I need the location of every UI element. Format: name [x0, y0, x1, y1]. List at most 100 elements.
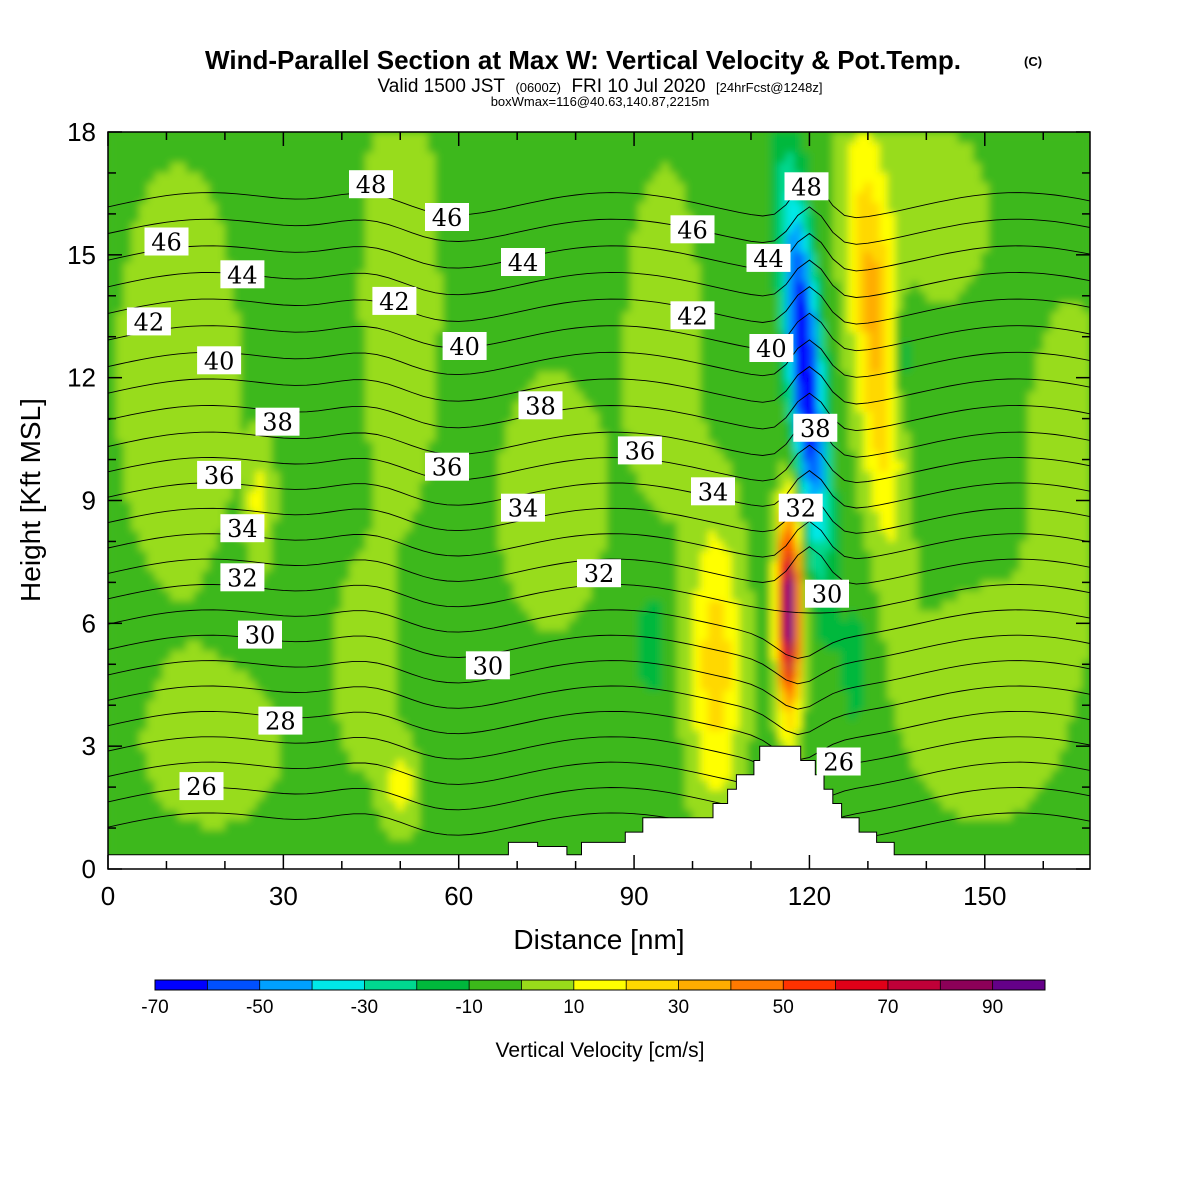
velocity-cell	[622, 610, 631, 621]
velocity-cell	[123, 361, 133, 372]
velocity-cell	[599, 729, 608, 741]
velocity-cell	[466, 440, 476, 452]
velocity-cell	[334, 709, 343, 721]
velocity-cell	[599, 639, 608, 651]
velocity-cell	[256, 221, 265, 233]
velocity-cell	[380, 211, 390, 223]
velocity-cell	[334, 659, 343, 671]
velocity-cell	[474, 171, 483, 183]
velocity-cell	[185, 430, 195, 442]
velocity-cell	[591, 809, 600, 820]
velocity-cell	[505, 759, 515, 771]
velocity-cell	[139, 241, 148, 253]
velocity-cell	[419, 729, 429, 741]
velocity-cell	[458, 839, 468, 850]
velocity-cell	[302, 809, 312, 820]
velocity-cell	[279, 550, 289, 562]
velocity-cell	[357, 610, 366, 621]
velocity-cell	[193, 311, 203, 323]
velocity-cell	[411, 371, 421, 382]
velocity-cell	[123, 739, 133, 751]
velocity-cell	[380, 460, 390, 472]
velocity-cell	[146, 789, 156, 801]
velocity-cell	[341, 241, 351, 253]
velocity-cell	[108, 132, 117, 143]
velocity-cell	[560, 829, 569, 840]
velocity-cell	[404, 620, 413, 631]
velocity-cell	[450, 839, 460, 850]
velocity-cell	[162, 361, 172, 372]
velocity-cell	[466, 420, 476, 432]
velocity-cell	[224, 769, 234, 781]
velocity-cell	[146, 390, 156, 402]
velocity-cell	[224, 789, 234, 801]
velocity-cell	[162, 560, 172, 572]
velocity-cell	[528, 520, 538, 532]
velocity-cell	[443, 301, 452, 313]
velocity-cell	[271, 390, 281, 402]
velocity-cell	[279, 679, 289, 691]
velocity-cell	[458, 500, 468, 512]
velocity-cell	[372, 540, 382, 552]
velocity-cell	[217, 400, 226, 412]
velocity-cell	[349, 530, 359, 542]
velocity-cell	[536, 679, 546, 691]
velocity-cell	[240, 500, 250, 512]
velocity-cell	[365, 211, 374, 223]
velocity-cell	[560, 669, 569, 681]
velocity-cell	[295, 759, 304, 771]
velocity-cell	[606, 171, 616, 183]
velocity-cell	[334, 341, 343, 352]
velocity-cell	[419, 480, 429, 492]
velocity-cell	[302, 789, 312, 801]
velocity-cell	[497, 231, 507, 243]
velocity-cell	[474, 789, 483, 801]
velocity-cell	[162, 530, 172, 542]
velocity-cell	[295, 799, 304, 811]
velocity-cell	[372, 819, 382, 830]
velocity-cell	[357, 620, 366, 631]
velocity-cell	[271, 729, 281, 741]
velocity-cell	[599, 400, 608, 412]
velocity-cell	[528, 221, 538, 233]
velocity-cell	[131, 271, 140, 283]
velocity-cell	[146, 769, 156, 781]
velocity-cell	[591, 171, 600, 183]
velocity-cell	[567, 669, 577, 681]
velocity-cell	[326, 271, 335, 283]
velocity-cell	[544, 729, 554, 741]
velocity-cell	[334, 669, 343, 681]
velocity-cell	[489, 679, 499, 691]
velocity-cell	[372, 749, 382, 761]
velocity-cell	[404, 560, 413, 572]
velocity-cell	[185, 311, 195, 323]
velocity-cell	[193, 301, 203, 313]
velocity-cell	[365, 341, 374, 352]
velocity-cell	[489, 400, 499, 412]
velocity-cell	[513, 161, 522, 173]
velocity-cell	[217, 171, 226, 183]
velocity-cell	[521, 420, 530, 432]
velocity-cell	[575, 689, 585, 701]
velocity-cell	[310, 380, 320, 392]
velocity-cell	[560, 400, 569, 412]
velocity-cell	[466, 291, 476, 303]
velocity-cell	[287, 789, 296, 801]
velocity-cell	[497, 371, 507, 382]
velocity-cell	[497, 689, 507, 701]
velocity-cell	[489, 759, 499, 771]
velocity-cell	[334, 520, 343, 532]
velocity-cell	[287, 141, 296, 153]
velocity-cell	[302, 371, 312, 382]
velocity-cell	[178, 480, 187, 492]
velocity-cell	[279, 769, 289, 781]
velocity-cell	[263, 580, 273, 591]
velocity-cell	[326, 291, 335, 303]
velocity-cell	[505, 371, 515, 382]
velocity-cell	[489, 271, 499, 283]
velocity-cell	[123, 151, 133, 163]
velocity-cell	[185, 799, 195, 811]
velocity-cell	[606, 769, 616, 781]
velocity-cell	[427, 351, 437, 362]
velocity-cell	[528, 689, 538, 701]
